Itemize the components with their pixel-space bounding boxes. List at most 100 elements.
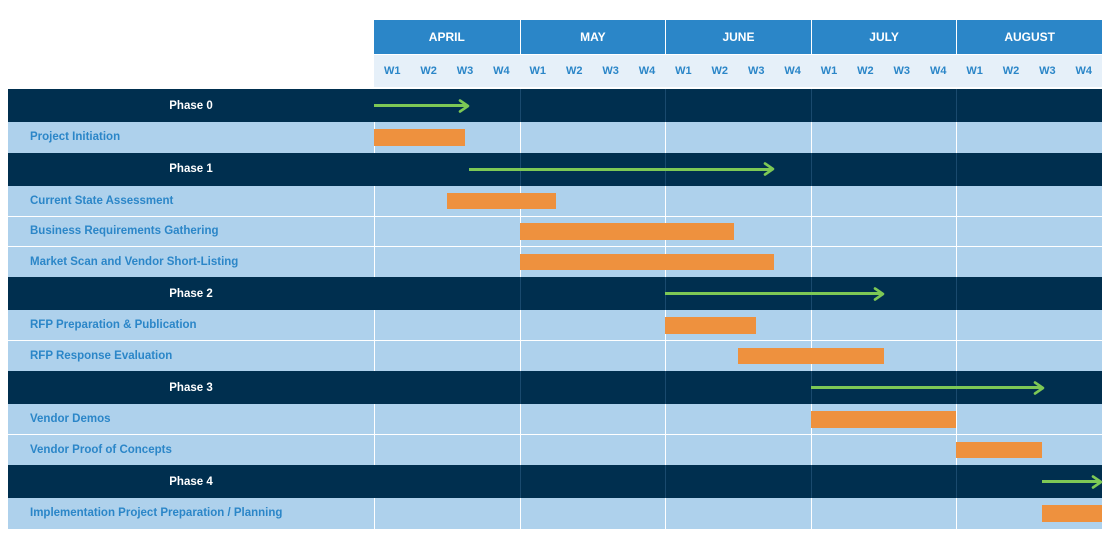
row-gridline	[8, 215, 1102, 217]
month-gridline	[956, 310, 958, 341]
arrow-head-icon	[764, 162, 775, 176]
task-label: RFP Response Evaluation	[30, 349, 173, 362]
label-gridline	[374, 246, 375, 277]
month-gridline	[956, 122, 958, 153]
month-header: JUNE	[665, 20, 811, 54]
week-header: W4	[628, 55, 666, 87]
task-row	[8, 434, 1102, 465]
week-header: W2	[410, 55, 447, 87]
phase-row	[8, 465, 1102, 498]
label-gridline	[374, 404, 375, 435]
week-header: W3	[1029, 55, 1066, 87]
week-header: W4	[483, 55, 520, 87]
month-gridline	[810, 89, 812, 122]
arrow-head-icon	[1091, 474, 1103, 489]
task-label: RFP Preparation & Publication	[30, 319, 197, 332]
label-gridline	[374, 498, 375, 529]
row-gridline	[8, 340, 1102, 341]
task-bar	[374, 129, 465, 146]
task-row	[8, 310, 1102, 341]
week-header: W1	[374, 55, 411, 87]
month-gridline	[956, 246, 958, 277]
task-label: Vendor Proof of Concepts	[30, 443, 172, 456]
month-header: AUGUST	[956, 20, 1102, 54]
month-gridline	[665, 185, 667, 216]
month-gridline	[665, 434, 667, 465]
month-gridline	[519, 277, 521, 310]
week-header: W2	[556, 55, 593, 87]
task-label: Current State Assessment	[30, 194, 174, 207]
phase-arrow	[810, 386, 1041, 389]
month-gridline	[956, 498, 958, 529]
month-gridline	[519, 465, 521, 498]
task-bar	[446, 192, 556, 209]
row-gridline	[8, 246, 1102, 247]
task-label: Implementation Project Preparation / Pla…	[30, 507, 283, 520]
week-header: W4	[920, 55, 957, 87]
month-gridline	[956, 89, 958, 122]
week-header: W3	[883, 55, 920, 87]
week-header: W1	[519, 55, 556, 87]
month-gridline	[519, 498, 521, 529]
label-gridline	[374, 216, 375, 247]
label-gridline	[374, 434, 375, 465]
month-gridline	[810, 122, 812, 153]
month-gridline	[956, 185, 958, 216]
month-gridline	[810, 185, 812, 216]
month-gridline	[665, 371, 667, 404]
month-header: MAY	[519, 20, 666, 54]
task-bar	[810, 411, 957, 428]
phase-label: Phase 0	[169, 99, 213, 112]
month-gridline	[519, 404, 521, 435]
task-label: Vendor Demos	[30, 413, 111, 426]
phase-label: Phase 4	[169, 475, 213, 488]
phase-label: Phase 3	[169, 381, 213, 394]
month-gridline	[519, 434, 521, 465]
month-gridline	[665, 404, 667, 435]
month-gridline	[810, 434, 812, 465]
month-gridline	[810, 310, 812, 341]
month-gridline	[956, 152, 958, 186]
task-bar	[519, 223, 735, 240]
week-header: W3	[592, 55, 629, 87]
month-gridline	[519, 340, 521, 371]
month-gridline	[519, 310, 521, 341]
phase-row	[8, 89, 1102, 122]
task-row	[8, 122, 1102, 153]
arrow-head-icon	[873, 286, 884, 301]
week-header: W2	[701, 55, 738, 87]
arrow-head-icon	[458, 98, 469, 113]
month-gridline	[519, 89, 521, 122]
week-header: W1	[810, 55, 848, 87]
task-bar	[738, 347, 884, 364]
phase-row	[8, 277, 1102, 310]
task-label: Project Initiation	[30, 131, 121, 144]
row-gridline	[8, 434, 1102, 435]
week-header: W2	[992, 55, 1030, 87]
week-header: W1	[665, 55, 702, 87]
month-gridline	[810, 498, 812, 529]
phase-arrow	[374, 104, 466, 107]
week-header: W1	[956, 55, 993, 87]
phase-arrow	[468, 167, 772, 171]
task-bar	[519, 253, 775, 270]
month-gridline	[956, 340, 958, 371]
week-header: W2	[847, 55, 884, 87]
month-gridline	[519, 371, 521, 404]
month-gridline	[665, 122, 667, 153]
month-gridline	[810, 465, 812, 498]
month-gridline	[665, 340, 667, 371]
week-header: W3	[446, 55, 484, 87]
month-gridline	[665, 498, 667, 529]
phase-label: Phase 1	[169, 163, 213, 175]
month-gridline	[665, 89, 667, 122]
week-header: W3	[738, 55, 775, 87]
month-header: APRIL	[374, 20, 520, 54]
arrow-head-icon	[1033, 380, 1045, 395]
month-gridline	[519, 122, 521, 153]
label-gridline	[374, 185, 375, 216]
month-gridline	[956, 216, 958, 247]
month-gridline	[810, 152, 812, 186]
task-row	[8, 498, 1102, 529]
